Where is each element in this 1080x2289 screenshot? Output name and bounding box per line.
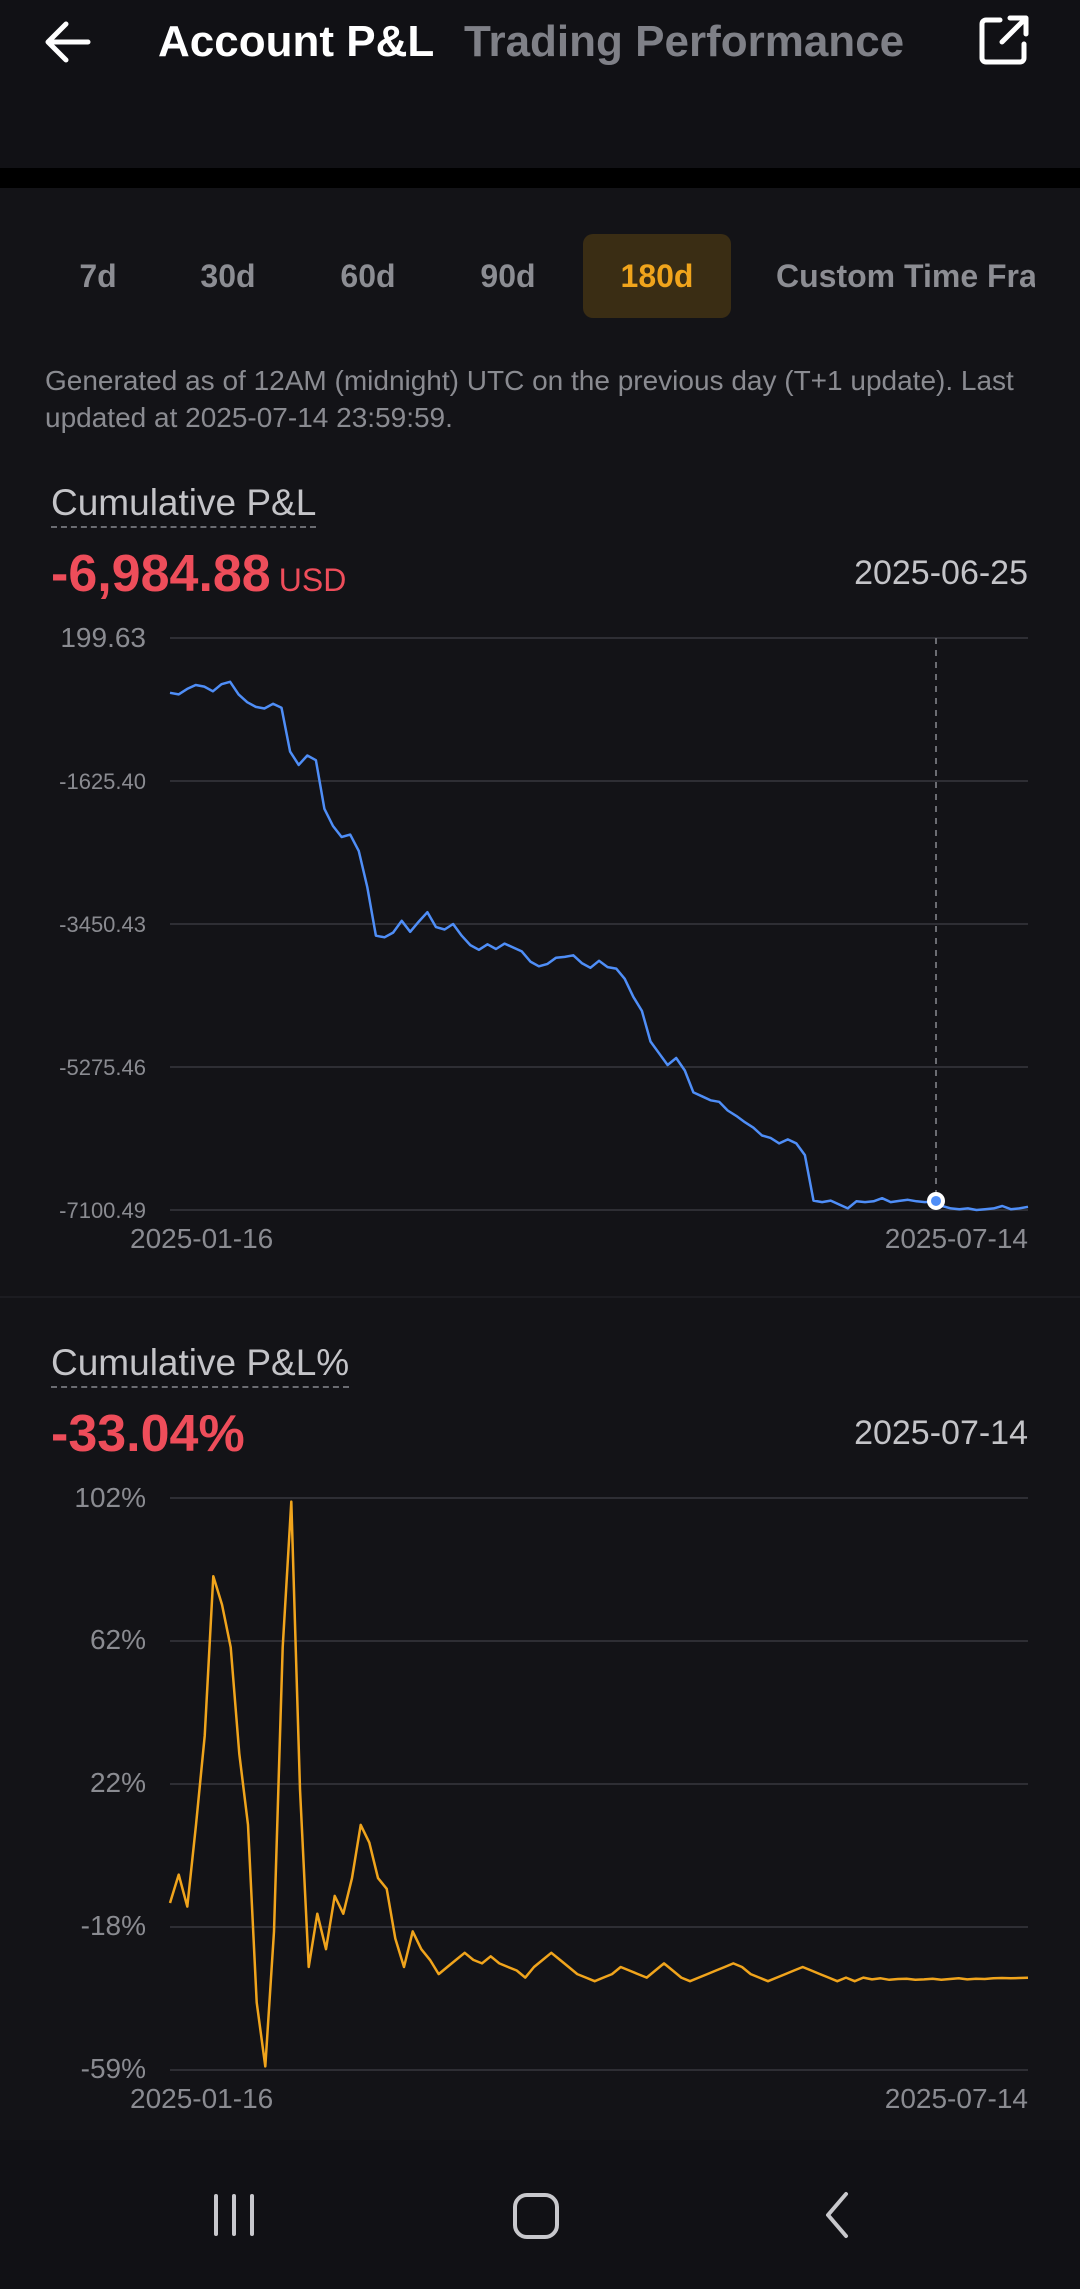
tab-trading-performance[interactable]: Trading Performance bbox=[464, 17, 905, 66]
external-link-icon[interactable] bbox=[974, 10, 1034, 70]
y-tick-label: -18% bbox=[81, 1910, 146, 1941]
pnl-unit: USD bbox=[278, 562, 347, 598]
x-tick-label: 2025-01-16 bbox=[130, 2083, 273, 2114]
pnl-section-title[interactable]: Cumulative P&L bbox=[51, 482, 317, 528]
y-tick-label: 199.63 bbox=[60, 622, 146, 653]
section-separator bbox=[0, 1296, 1080, 1298]
y-tick-label: -1625.40 bbox=[59, 769, 146, 794]
y-tick-label: 62% bbox=[90, 1624, 146, 1655]
x-tick-label: 2025-07-14 bbox=[885, 2083, 1028, 2114]
x-tick-label: 2025-01-16 bbox=[130, 1223, 273, 1254]
range-custom[interactable]: Custom Time Fra bbox=[776, 258, 1035, 294]
time-range-selector: 7d 30d 60d 90d 180d Custom Time Fra bbox=[0, 234, 1035, 318]
pnl-pct-value: -33.04% bbox=[51, 1405, 245, 1463]
y-tick-label: -59% bbox=[81, 2053, 146, 2084]
pnl-pct-selected-date: 2025-07-14 bbox=[854, 1414, 1028, 1452]
range-60d[interactable]: 60d bbox=[340, 258, 396, 294]
series-line bbox=[169, 680, 1029, 1212]
range-90d[interactable]: 90d bbox=[480, 258, 536, 294]
selected-point bbox=[931, 1195, 941, 1206]
y-tick-label: -3450.43 bbox=[59, 912, 146, 937]
pnl-amount: -6,984.88 bbox=[51, 545, 271, 603]
y-tick-label: 102% bbox=[74, 1482, 146, 1513]
pnl-pct-section-title[interactable]: Cumulative P&L% bbox=[51, 1342, 350, 1388]
x-tick-label: 2025-07-14 bbox=[885, 1223, 1028, 1254]
recent-apps-icon[interactable] bbox=[189, 2170, 279, 2260]
y-tick-label: -7100.49 bbox=[59, 1198, 146, 1223]
series-line bbox=[168, 1500, 1029, 2068]
home-icon[interactable] bbox=[491, 2170, 581, 2260]
pnl-chart[interactable]: 199.63-1625.40-3450.43-5275.46-7100.4920… bbox=[0, 620, 1080, 1270]
range-180d[interactable]: 180d bbox=[583, 234, 731, 318]
range-7d[interactable]: 7d bbox=[79, 258, 117, 294]
pnl-selected-date: 2025-06-25 bbox=[854, 554, 1028, 592]
tab-account-pnl[interactable]: Account P&L bbox=[158, 17, 435, 66]
system-navbar bbox=[0, 2140, 1080, 2289]
header-divider bbox=[0, 168, 1080, 188]
y-tick-label: 22% bbox=[90, 1767, 146, 1798]
arrow-left-icon[interactable] bbox=[38, 14, 98, 70]
pnl-value: -6,984.88 USD bbox=[51, 544, 346, 604]
pnl-pct-chart[interactable]: 102% 62% 22% -18% -59%2025-01-16 2025-07-14 bbox=[0, 1480, 1080, 2120]
y-tick-label: -5275.46 bbox=[59, 1055, 146, 1080]
nav-back-icon[interactable] bbox=[794, 2170, 884, 2260]
range-30d[interactable]: 30d bbox=[200, 258, 256, 294]
update-note: Generated as of 12AM (midnight) UTC on t… bbox=[45, 365, 1014, 433]
top-bar: Account P&L Trading Performance bbox=[0, 0, 1080, 168]
